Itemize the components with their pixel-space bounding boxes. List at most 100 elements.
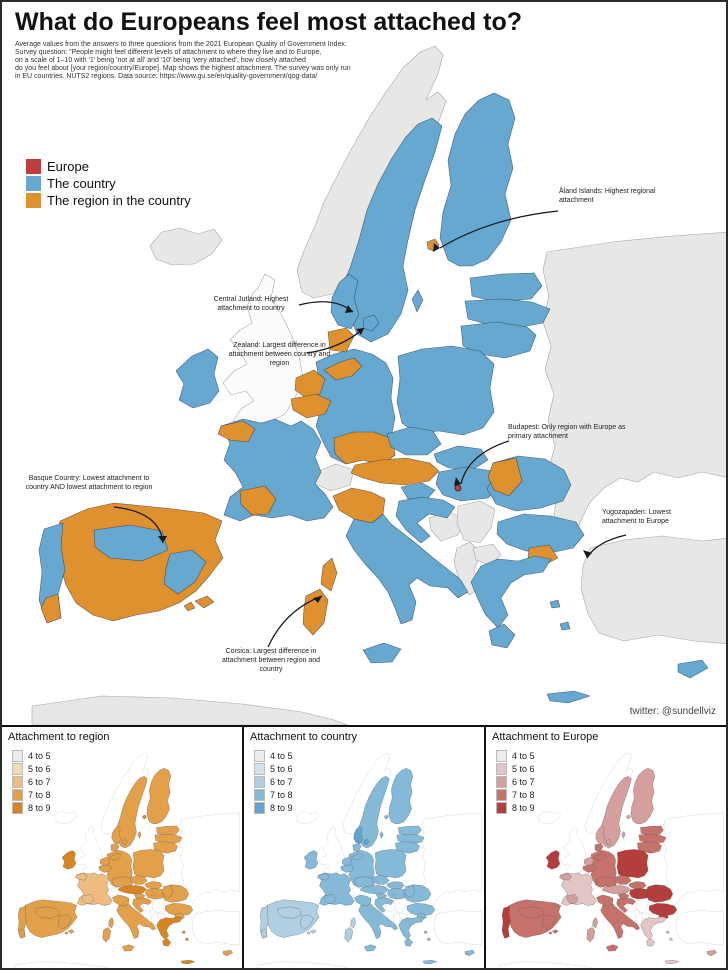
map-region-lower-saxony	[593, 853, 606, 861]
map-region-corsica	[108, 917, 114, 929]
map-region-estonia	[156, 825, 180, 836]
map-region-poland	[132, 849, 165, 879]
map-region-lower-saxony	[109, 853, 122, 861]
annotation-aland: Åland Islands: Highest regional attachme…	[559, 188, 656, 204]
panel-title: Attachment to country	[250, 731, 357, 743]
map-region-gotland	[379, 831, 384, 839]
bin-label: 8 to 9	[512, 802, 535, 813]
map-region-greece	[470, 555, 552, 629]
map-region-sweden	[356, 776, 390, 849]
map-region-hungary	[145, 888, 167, 900]
map-region-africa-coast	[499, 961, 592, 968]
map-region-schleswig	[110, 843, 120, 852]
bin-swatch	[496, 775, 507, 788]
map-region-latvia	[396, 834, 425, 844]
map-region-portugal-south	[40, 593, 62, 624]
map-region-crete	[180, 959, 196, 965]
bin-label: 4 to 5	[28, 750, 51, 761]
map-region-aegean-island-2	[559, 621, 571, 631]
map-region-east-landmass	[179, 812, 240, 913]
map-region-croatia	[132, 897, 152, 913]
map-region-netherlands	[294, 369, 326, 398]
map-region-slovenia	[400, 482, 436, 500]
map-region-brittany	[317, 873, 330, 881]
map-region-brittany	[217, 420, 256, 443]
map-region-austria	[602, 885, 631, 895]
bin-swatch	[496, 749, 507, 762]
map-region-poland	[616, 849, 649, 879]
map-region-switzerland	[348, 887, 362, 897]
panel-legend: 4 to 5 5 to 6 6 to 7 7 to 8 8 to 9	[254, 749, 293, 814]
map-region-budapest-dot	[454, 484, 462, 492]
annotation-basque: Basque Country: Lowest attachment to cou…	[25, 475, 153, 491]
map-region-belgium	[340, 864, 354, 873]
main-map-area: What do Europeans feel most attached to?…	[2, 2, 726, 725]
map-region-belgium	[582, 864, 596, 873]
map-region-aland	[426, 238, 440, 252]
map-region-italy-north	[332, 487, 386, 524]
map-region-estonia	[640, 825, 664, 836]
map-region-austria	[118, 885, 147, 895]
map-region-spain-east	[542, 914, 556, 930]
legend-item-country: The country	[26, 176, 191, 191]
legend-label: The country	[47, 176, 116, 191]
map-region-italy-north	[596, 894, 614, 907]
map-region-sardinia	[344, 927, 353, 943]
panel-title: Attachment to Europe	[492, 731, 599, 743]
bin-label: 7 to 8	[512, 789, 535, 800]
region-color-swatch	[26, 193, 41, 208]
map-region-denmark-zealand	[363, 839, 370, 845]
map-region-france-southwest	[324, 894, 337, 904]
map-region-latvia	[154, 834, 183, 844]
map-region-sweden	[338, 117, 443, 343]
map-region-aegean-island-2	[427, 937, 431, 941]
map-region-sweden	[598, 776, 632, 849]
map-region-bulgaria	[406, 903, 436, 916]
map-region-estonia	[398, 825, 422, 836]
map-region-africa-coast	[257, 961, 350, 968]
map-region-uk	[318, 826, 345, 876]
bin-label: 5 to 6	[512, 763, 535, 774]
map-region-spain-east	[300, 914, 314, 930]
map-region-uk	[222, 273, 304, 427]
bin-swatch	[496, 762, 507, 775]
bin-swatch	[254, 749, 265, 762]
map-region-denmark-jutland	[595, 826, 605, 845]
map-region-budapest-dot	[635, 893, 638, 897]
map-region-sardinia	[586, 927, 595, 943]
map-region-iceland	[53, 811, 77, 824]
bin-swatch	[496, 788, 507, 801]
map-region-italy-south	[600, 903, 640, 939]
map-region-portugal-south	[260, 928, 268, 939]
header: What do Europeans feel most attached to?…	[15, 8, 615, 82]
map-region-iceland	[537, 811, 561, 824]
mini-map-europe	[499, 752, 724, 968]
country-color-swatch	[26, 176, 41, 191]
panel-attachment-europe: Attachment to Europe 4 to 5 5 to 6 6 to …	[484, 727, 726, 968]
map-region-spain-east	[58, 914, 72, 930]
map-region-africa-coast	[31, 695, 349, 725]
map-region-netherlands	[100, 856, 110, 866]
bin-swatch	[12, 801, 23, 814]
map-region-brittany	[559, 873, 572, 881]
map-region-bulgaria	[648, 903, 678, 916]
bin-label: 7 to 8	[270, 789, 293, 800]
bin-label: 7 to 8	[28, 789, 51, 800]
mini-map-region	[15, 752, 240, 968]
bin-swatch	[254, 788, 265, 801]
annotation-yugozapaden: Yugozapaden: Lowest attachment to Europe	[602, 509, 671, 525]
map-region-serbia	[152, 898, 165, 913]
europe-choropleth-map	[31, 45, 726, 725]
map-region-czechia	[613, 875, 632, 885]
map-region-balearic-2	[183, 601, 196, 612]
map-region-finland	[630, 768, 655, 824]
map-region-spain-center	[519, 906, 544, 919]
subtitle-line: in EU countries. NUTS2 regions. Data sou…	[15, 73, 318, 81]
subtitle: Average values from the answers to three…	[15, 41, 615, 82]
map-region-finland	[388, 768, 413, 824]
bin-label: 6 to 7	[512, 776, 535, 787]
map-region-hungary	[629, 888, 651, 900]
map-region-sweden	[114, 776, 148, 849]
map-region-turkey	[433, 910, 482, 946]
map-region-bulgaria	[164, 903, 194, 916]
